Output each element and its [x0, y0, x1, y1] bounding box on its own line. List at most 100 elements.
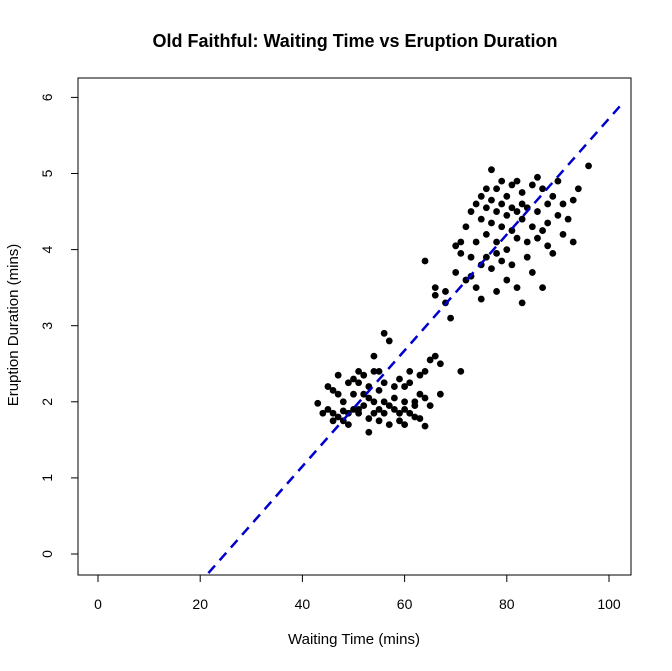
- data-point: [457, 367, 465, 375]
- data-point: [559, 200, 567, 208]
- data-point: [564, 215, 572, 223]
- data-point: [431, 352, 439, 360]
- y-tick-label: 0: [39, 550, 55, 558]
- data-point: [431, 291, 439, 299]
- data-point: [549, 250, 557, 257]
- trend-line: [207, 100, 626, 574]
- data-point: [534, 208, 541, 215]
- x-tick-label: 20: [192, 596, 208, 612]
- data-point: [421, 367, 429, 375]
- data-point: [498, 177, 506, 185]
- data-point: [319, 409, 327, 417]
- data-point: [365, 394, 373, 402]
- data-point: [401, 398, 408, 406]
- y-tick-label: 2: [39, 398, 55, 406]
- data-point: [390, 383, 398, 390]
- x-axis-label: Waiting Time (mins): [288, 631, 420, 648]
- data-point: [370, 398, 378, 406]
- data-point: [375, 406, 383, 413]
- data-point: [350, 390, 357, 398]
- data-point: [523, 238, 531, 246]
- x-tick-label: 100: [597, 596, 621, 612]
- data-point: [513, 284, 521, 292]
- data-point: [488, 166, 495, 174]
- data-point: [569, 238, 577, 246]
- data-point: [396, 417, 403, 425]
- data-point: [380, 329, 388, 337]
- data-point: [477, 192, 485, 200]
- data-point: [324, 406, 332, 413]
- data-point: [488, 265, 495, 273]
- data-point: [385, 402, 393, 410]
- data-point: [493, 250, 500, 257]
- data-point: [329, 409, 337, 417]
- data-point: [457, 250, 465, 257]
- x-tick-label: 40: [295, 596, 311, 612]
- y-tick-label: 5: [39, 169, 55, 177]
- data-point: [396, 409, 403, 417]
- data-point: [380, 398, 388, 406]
- data-point: [370, 367, 378, 375]
- data-point: [334, 371, 342, 379]
- data-point: [385, 421, 393, 429]
- data-point: [482, 185, 490, 193]
- data-point: [482, 204, 490, 212]
- data-point: [498, 200, 506, 208]
- data-point: [539, 185, 546, 193]
- plot-frame: [77, 77, 632, 576]
- data-point: [518, 189, 526, 196]
- data-point: [329, 386, 337, 394]
- chart-title: Old Faithful: Waiting Time vs Eruption D…: [153, 31, 558, 51]
- data-point: [518, 299, 526, 307]
- data-point: [472, 284, 480, 292]
- data-point: [355, 367, 363, 375]
- data-point: [426, 356, 434, 364]
- data-point: [554, 211, 562, 219]
- data-point: [421, 257, 429, 265]
- y-axis: 0 1 2 3 4 5 6: [39, 93, 79, 558]
- data-point: [452, 269, 460, 276]
- data-point: [442, 288, 449, 295]
- data-point: [385, 337, 393, 345]
- data-point: [416, 390, 424, 398]
- data-point: [513, 177, 521, 185]
- data-point: [360, 402, 368, 410]
- data-point: [365, 415, 373, 422]
- data-point: [508, 204, 516, 212]
- data-point: [493, 288, 500, 295]
- data-point: [344, 421, 352, 429]
- data-point: [360, 371, 368, 379]
- data-point: [324, 383, 332, 390]
- data-point: [472, 200, 480, 208]
- data-point: [411, 402, 419, 410]
- x-axis: 0 20 40 60 80 100: [94, 574, 621, 612]
- data-point: [396, 375, 403, 383]
- data-point: [452, 242, 460, 250]
- data-point: [539, 227, 546, 234]
- data-point: [436, 360, 444, 368]
- data-point: [503, 192, 511, 200]
- data-point: [457, 238, 465, 246]
- data-point: [534, 234, 541, 242]
- y-tick-label: 1: [39, 474, 55, 482]
- y-axis-label: Eruption Duration (mins): [5, 244, 22, 407]
- data-point: [421, 394, 429, 402]
- data-point: [477, 295, 485, 303]
- data-point: [544, 200, 552, 208]
- data-point: [503, 276, 511, 284]
- data-point: [390, 406, 398, 413]
- data-point: [375, 386, 383, 394]
- data-point: [431, 284, 439, 292]
- data-point: [585, 162, 592, 170]
- data-point: [416, 371, 424, 379]
- data-point: [488, 219, 495, 227]
- data-point: [528, 223, 536, 231]
- data-point: [416, 415, 424, 422]
- x-tick-label: 80: [499, 596, 515, 612]
- y-tick-label: 3: [39, 322, 55, 330]
- data-point: [554, 177, 562, 185]
- data-point: [365, 428, 373, 436]
- data-point: [508, 227, 516, 234]
- data-point: [482, 253, 490, 261]
- data-point: [360, 390, 368, 398]
